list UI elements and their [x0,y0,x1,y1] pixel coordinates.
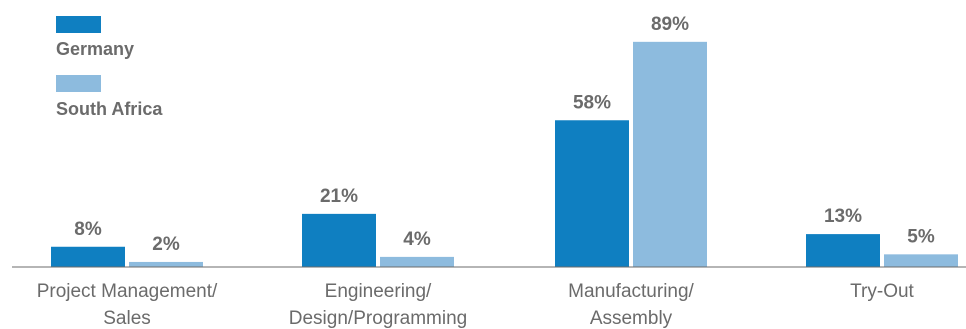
value-label-series0-cat0: 8% [74,219,102,240]
bar-series1-cat1 [380,256,454,267]
value-label-series1-cat1: 4% [403,229,431,250]
legend-swatch-1 [56,75,101,92]
bar-series1-cat2 [633,41,707,267]
bar-series1-cat0 [129,261,203,267]
category-label-1-line-1: Design/Programming [289,308,467,329]
legend-label-1: South Africa [56,99,163,119]
bar-series1-cat3 [884,254,958,267]
value-label-series0-cat3: 13% [824,206,862,227]
category-label-0-line-1: Sales [103,308,151,329]
category-label-0-line-0: Project Management/ [37,281,218,302]
bars [51,41,958,267]
category-label-2-line-1: Assembly [590,308,673,329]
category-label-3-line-0: Try-Out [850,281,914,302]
legend-swatch-0 [56,16,101,33]
bar-series0-cat3 [806,234,880,267]
value-label-series1-cat3: 5% [907,226,935,247]
category-label-2-line-0: Manufacturing/ [568,281,694,302]
legend: Germany South Africa [56,16,163,119]
category-label-1-line-0: Engineering/ [325,281,432,302]
legend-label-0: Germany [56,39,134,59]
value-label-series1-cat2: 89% [651,14,689,35]
bar-series0-cat2 [555,120,629,267]
value-label-series0-cat1: 21% [320,186,358,207]
value-labels: 8% 2% 21% 4% 58% 89% 13% 5% [74,14,935,255]
value-label-series1-cat0: 2% [152,234,180,255]
value-label-series0-cat2: 58% [573,92,611,113]
bar-series0-cat0 [51,246,125,267]
bar-series0-cat1 [302,213,376,267]
category-labels: Project Management/Sales Engineering/Desi… [37,281,915,329]
